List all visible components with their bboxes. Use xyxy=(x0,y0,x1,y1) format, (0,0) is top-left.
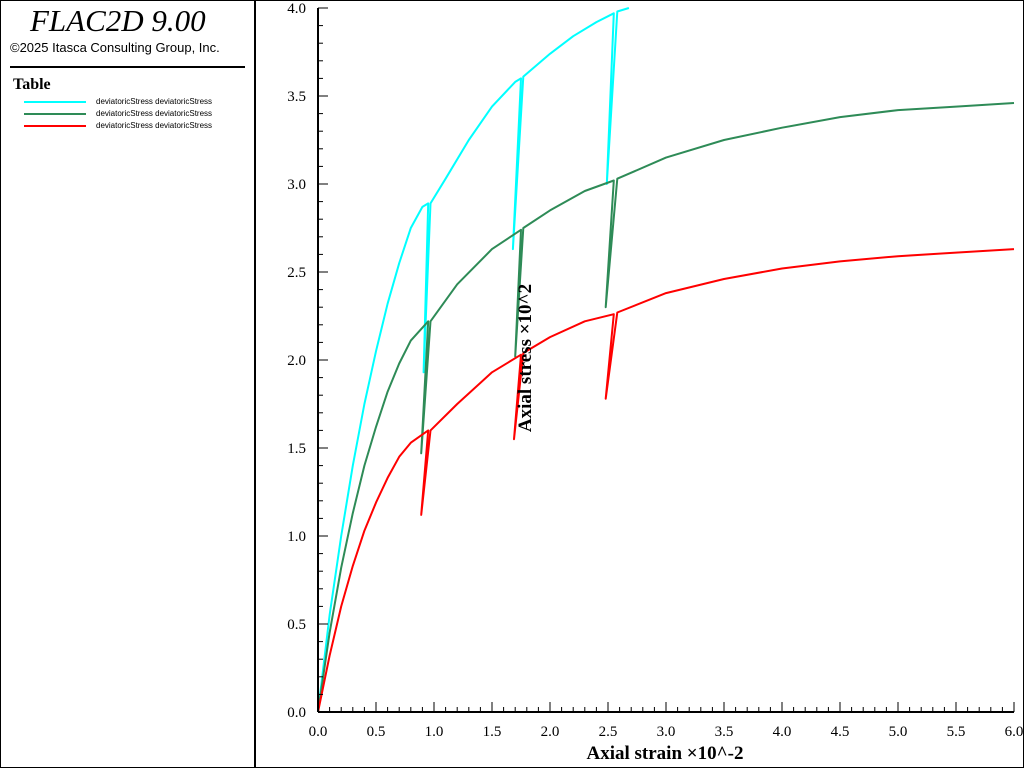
legend-label-3: deviatoricStress deviatoricStress xyxy=(96,121,213,130)
x-tick-label: 1.5 xyxy=(483,724,502,740)
y-tick-label: 1.0 xyxy=(287,529,306,545)
x-tick-label: 0.0 xyxy=(309,724,328,740)
x-tick-label: 0.5 xyxy=(367,724,386,740)
series-line-1 xyxy=(317,7,630,713)
stress-strain-chart: 0.0 0.5 1.0 1.5 2.0 2.5 3.0 3.5 4.0 4.5 5.0 5.5 6.0 0… xyxy=(287,1,1023,764)
x-tick-label: 4.5 xyxy=(831,724,850,740)
x-tick-label: 4.0 xyxy=(773,724,792,740)
x-tick-label: 6.0 xyxy=(1005,724,1024,740)
x-tick-label: 3.5 xyxy=(715,724,734,740)
x-tick-label: 5.0 xyxy=(889,724,908,740)
y-tick-label: 1.5 xyxy=(287,441,306,457)
legend-label-1: deviatoricStress deviatoricStress xyxy=(96,97,213,106)
divider xyxy=(10,66,245,68)
y-tick-label: 0.0 xyxy=(287,705,306,721)
app-title: FLAC2D 9.00 xyxy=(30,3,206,38)
legend-swatch-1 xyxy=(24,101,86,103)
legend-item-1: deviatoricStress deviatoricStress xyxy=(24,96,254,108)
y-tick-label: 0.5 xyxy=(287,617,306,633)
legend-label-2: deviatoricStress deviatoricStress xyxy=(96,109,213,118)
legend-panel: FLAC2D 9.00 ©2025 Itasca Consulting Grou… xyxy=(0,0,256,768)
y-tick-label: 2.5 xyxy=(287,265,306,281)
plot-area: 0.0 0.5 1.0 1.5 2.0 2.5 3.0 3.5 4.0 4.5 5.0 5.5 6.0 0… xyxy=(256,0,1024,768)
legend-swatch-2 xyxy=(24,113,86,115)
axes-group xyxy=(317,8,1014,713)
legend-item-2: deviatoricStress deviatoricStress xyxy=(24,108,254,120)
legend-item-3: deviatoricStress deviatoricStress xyxy=(24,120,254,132)
series-line-2 xyxy=(317,102,1015,713)
x-tick-label: 5.5 xyxy=(947,724,966,740)
x-axis-label: Axial strain ×10^-2 xyxy=(587,743,744,764)
y-tick-label: 4.0 xyxy=(287,1,306,17)
y-tick-label: 3.5 xyxy=(287,89,306,105)
tick-label-group: 0.0 0.5 1.0 1.5 2.0 2.5 3.0 3.5 4.0 4.5 5.0 5.5 6.0 0… xyxy=(287,1,1023,740)
x-tick-label: 2.0 xyxy=(541,724,560,740)
series-line-3 xyxy=(317,248,1015,713)
tick-group xyxy=(317,7,1015,713)
y-axis-label: Axial stress ×10^2 xyxy=(515,284,536,432)
copyright-text: ©2025 Itasca Consulting Group, Inc. xyxy=(10,40,220,55)
y-tick-label: 3.0 xyxy=(287,177,306,193)
x-tick-label: 1.0 xyxy=(425,724,444,740)
x-tick-label: 2.5 xyxy=(599,724,618,740)
series-group xyxy=(317,7,1015,713)
y-tick-label: 2.0 xyxy=(287,353,306,369)
x-tick-label: 3.0 xyxy=(657,724,676,740)
legend-title: Table xyxy=(13,76,51,93)
legend-swatch-3 xyxy=(24,125,86,127)
